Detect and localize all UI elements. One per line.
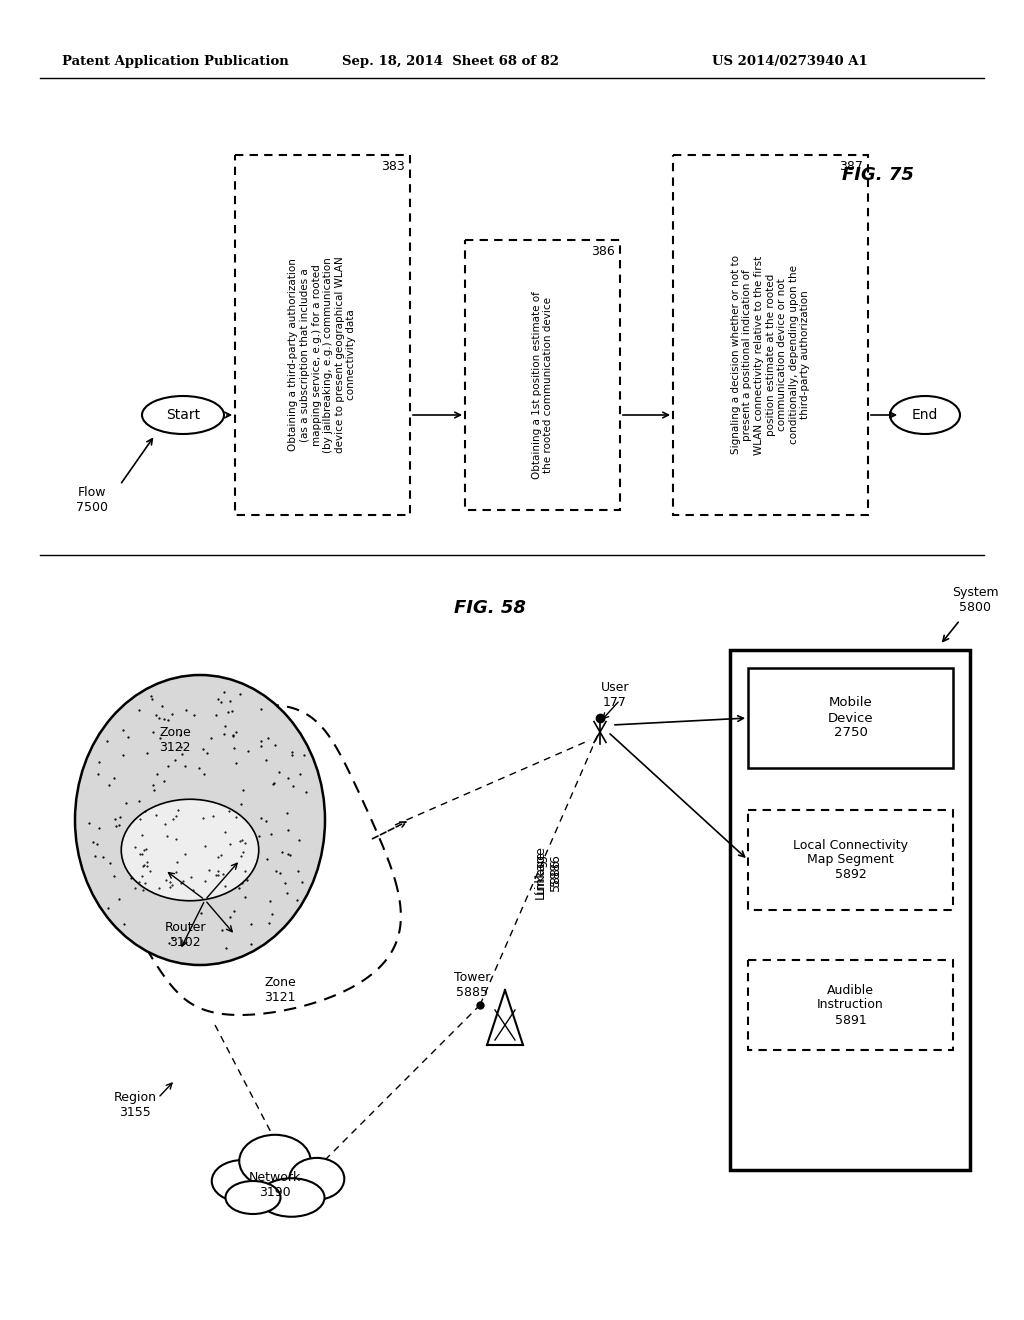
Text: Local Connectivity
Map Segment
5892: Local Connectivity Map Segment 5892 bbox=[793, 838, 908, 882]
Text: Flow
7500: Flow 7500 bbox=[76, 486, 108, 513]
Text: 387: 387 bbox=[839, 160, 863, 173]
Ellipse shape bbox=[121, 799, 259, 900]
Text: Mobile
Device
2750: Mobile Device 2750 bbox=[827, 697, 873, 739]
Text: FIG. 58: FIG. 58 bbox=[454, 599, 526, 616]
Text: Linkage
5886: Linkage 5886 bbox=[534, 850, 562, 899]
Text: Region
3155: Region 3155 bbox=[114, 1092, 157, 1119]
Text: 383: 383 bbox=[381, 160, 406, 173]
Text: Start: Start bbox=[166, 408, 200, 422]
Ellipse shape bbox=[212, 1160, 272, 1203]
Text: US 2014/0273940 A1: US 2014/0273940 A1 bbox=[712, 55, 868, 69]
Text: Sep. 18, 2014  Sheet 68 of 82: Sep. 18, 2014 Sheet 68 of 82 bbox=[341, 55, 558, 69]
Ellipse shape bbox=[290, 1158, 344, 1200]
Text: Zone
3122: Zone 3122 bbox=[159, 726, 190, 754]
Text: End: End bbox=[911, 408, 938, 422]
FancyBboxPatch shape bbox=[234, 154, 410, 515]
Text: Network
3190: Network 3190 bbox=[249, 1171, 301, 1199]
Ellipse shape bbox=[258, 1179, 325, 1217]
Text: Signaling a decision whether or not to
present a positional indication of
WLAN c: Signaling a decision whether or not to p… bbox=[731, 255, 810, 454]
Text: FIG. 75: FIG. 75 bbox=[842, 166, 914, 183]
Text: Patent Application Publication: Patent Application Publication bbox=[61, 55, 289, 69]
Ellipse shape bbox=[225, 1181, 281, 1214]
FancyBboxPatch shape bbox=[465, 240, 620, 510]
Ellipse shape bbox=[75, 675, 325, 965]
Text: System
5800: System 5800 bbox=[951, 586, 998, 614]
Text: Obtaining a 1st position estimate of
the rooted communication device: Obtaining a 1st position estimate of the… bbox=[531, 292, 553, 479]
Text: Obtaining a third-party authorization
(as a subscription that includes a
mapping: Obtaining a third-party authorization (a… bbox=[289, 256, 356, 453]
Text: Zone
3121: Zone 3121 bbox=[264, 975, 296, 1005]
Text: Linkage
5886: Linkage 5886 bbox=[534, 846, 562, 895]
Text: User
177: User 177 bbox=[601, 681, 630, 709]
Text: Audible
Instruction
5891: Audible Instruction 5891 bbox=[817, 983, 884, 1027]
FancyBboxPatch shape bbox=[673, 154, 868, 515]
Text: Tower
5885: Tower 5885 bbox=[454, 972, 490, 999]
Text: 386: 386 bbox=[591, 246, 615, 257]
Ellipse shape bbox=[240, 1135, 310, 1188]
Text: Router
3102: Router 3102 bbox=[164, 921, 206, 949]
